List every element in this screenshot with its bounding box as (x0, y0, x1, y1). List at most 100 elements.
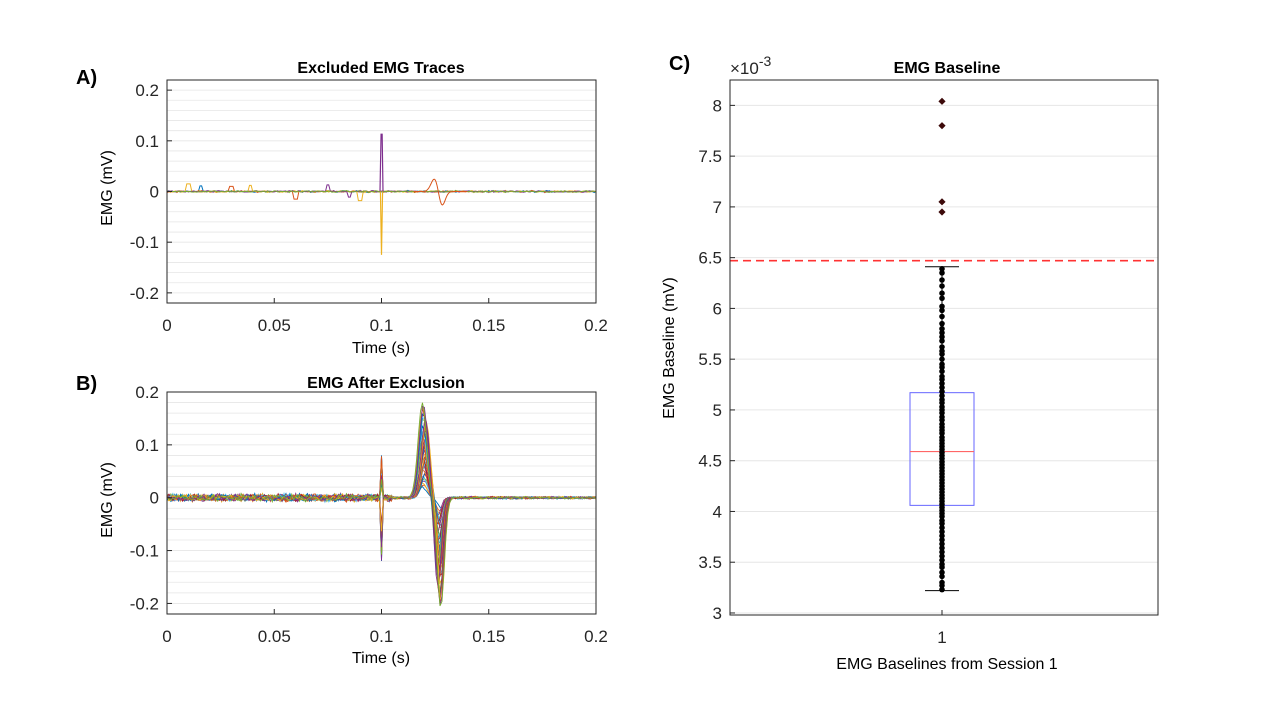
panel-a: A) Excluded EMG Traces Time (s) EMG (mV)… (76, 60, 608, 357)
c-data-point (939, 277, 945, 283)
panel-b-grid (167, 391, 596, 615)
panel-b-ticks: 0.20.10-0.1-0.20 0.05 0.1 0.15 0.2 (130, 383, 608, 646)
b-ytick-label: -0.1 (130, 542, 159, 561)
panel-b-label: B) (76, 373, 97, 395)
c-data-point (939, 283, 945, 289)
panel-a-label: A) (76, 67, 97, 89)
c-data-point (939, 364, 945, 371)
c-data-point (939, 303, 945, 310)
panel-b-trace (166, 413, 597, 596)
c-data-point (939, 380, 945, 387)
c-data-point (939, 320, 945, 327)
c-data-point (939, 564, 945, 571)
panel-b-trace (166, 408, 597, 602)
c-ytick-label: 5 (713, 401, 722, 420)
panel-a-stim-spike (379, 133, 384, 192)
c-data-point (939, 356, 945, 362)
panel-b-xlabel: Time (s) (352, 650, 410, 667)
panel-c-ticks: 8 7.5 7 6.5 6 5.5 5 4.5 4 3.5 3 1 (698, 96, 946, 647)
panel-b-title: EMG After Exclusion (307, 375, 465, 392)
c-data-point (939, 520, 945, 527)
a-xtick-label: 0.1 (370, 316, 394, 335)
a-ytick-label: -0.2 (130, 284, 159, 303)
c-data-point (939, 338, 945, 344)
c-data-point (939, 376, 945, 383)
a-xtick-label: 0.15 (472, 316, 505, 335)
panel-b: B) EMG After Exclusion Time (s) EMG (mV)… (76, 373, 608, 667)
b-ytick-label: 0.1 (135, 436, 159, 455)
c-ytick-label: 7 (713, 198, 722, 217)
c-data-point (939, 545, 945, 551)
b-ytick-label: 0.2 (135, 383, 159, 402)
b-xtick-label: 0.2 (584, 627, 608, 646)
panel-b-trace (166, 402, 597, 607)
panel-a-ylabel: EMG (mV) (99, 150, 116, 226)
panel-a-ticks: 0.20.10-0.1-0.20 0.05 0.1 0.15 0.2 (130, 81, 608, 335)
panel-c-plot (730, 97, 1158, 593)
c-ytick-label: 6 (713, 299, 722, 318)
c-ytick-label: 4 (713, 502, 722, 521)
panel-b-ylabel: EMG (mV) (99, 462, 116, 538)
c-data-point (939, 334, 945, 340)
panel-c-title: EMG Baseline (894, 60, 1001, 77)
panel-b-trace (166, 416, 597, 594)
c-data-point (939, 557, 945, 563)
c-outlier-point (938, 208, 946, 216)
panel-b-trace (166, 412, 597, 599)
c-data-point (939, 307, 945, 314)
a-ytick-label: 0.2 (135, 81, 159, 100)
c-outlier-point (938, 198, 946, 206)
c-data-point (939, 329, 945, 336)
panel-b-axes-box (166, 391, 597, 615)
c-data-point (939, 266, 945, 272)
b-xtick-label: 0.05 (258, 627, 291, 646)
c-data-point (939, 430, 945, 437)
panel-b-trace (166, 406, 597, 602)
panel-c-label: C) (669, 53, 690, 75)
c-data-point (939, 528, 945, 535)
panel-a-xlabel: Time (s) (352, 340, 410, 357)
c-ytick-label: 4.5 (698, 452, 722, 471)
c-data-point (939, 586, 945, 593)
panel-b-trace (166, 421, 597, 587)
c-data-point (939, 290, 945, 296)
c-outlier-point (938, 97, 946, 105)
c-data-point (939, 392, 945, 399)
a-ytick-label: -0.1 (130, 233, 159, 252)
b-xtick-label: 0 (162, 627, 171, 646)
c-ytick-label: 7.5 (698, 147, 722, 166)
c-xtick-label: 1 (937, 628, 946, 647)
panel-b-trace (166, 405, 597, 606)
c-data-point (939, 325, 945, 332)
c-data-point (939, 582, 945, 589)
c-data-point (939, 295, 945, 302)
a-xtick-label: 0 (162, 316, 171, 335)
b-xtick-label: 0.15 (472, 627, 505, 646)
b-ytick-label: 0 (150, 489, 159, 508)
a-xtick-label: 0.2 (584, 316, 608, 335)
c-data-point (939, 573, 945, 580)
c-data-point (939, 569, 945, 576)
c-data-point (939, 541, 945, 547)
a-xtick-label: 0.05 (258, 316, 291, 335)
panel-a-trace (166, 189, 597, 194)
b-xtick-label: 0.1 (370, 627, 394, 646)
panel-b-traces (166, 402, 597, 607)
c-ytick-label: 6.5 (698, 249, 722, 268)
b-ytick-label: -0.2 (130, 594, 159, 613)
panel-c-ylabel: EMG Baseline (mV) (661, 277, 678, 418)
c-ytick-label: 8 (713, 96, 722, 115)
c-data-point (939, 270, 945, 276)
panel-c-axes-box (729, 79, 1159, 616)
panel-a-response-trace (413, 178, 468, 206)
c-data-point (939, 344, 945, 350)
c-data-point (939, 313, 945, 320)
c-data-point (939, 537, 945, 543)
panel-c-xlabel: EMG Baselines from Session 1 (836, 656, 1058, 673)
c-outlier-point (938, 122, 946, 130)
c-data-point (939, 388, 945, 395)
panel-a-stim-spike-negative (379, 191, 384, 255)
panel-c-exponent: ×10-3 (730, 53, 772, 78)
c-data-point (939, 513, 945, 520)
